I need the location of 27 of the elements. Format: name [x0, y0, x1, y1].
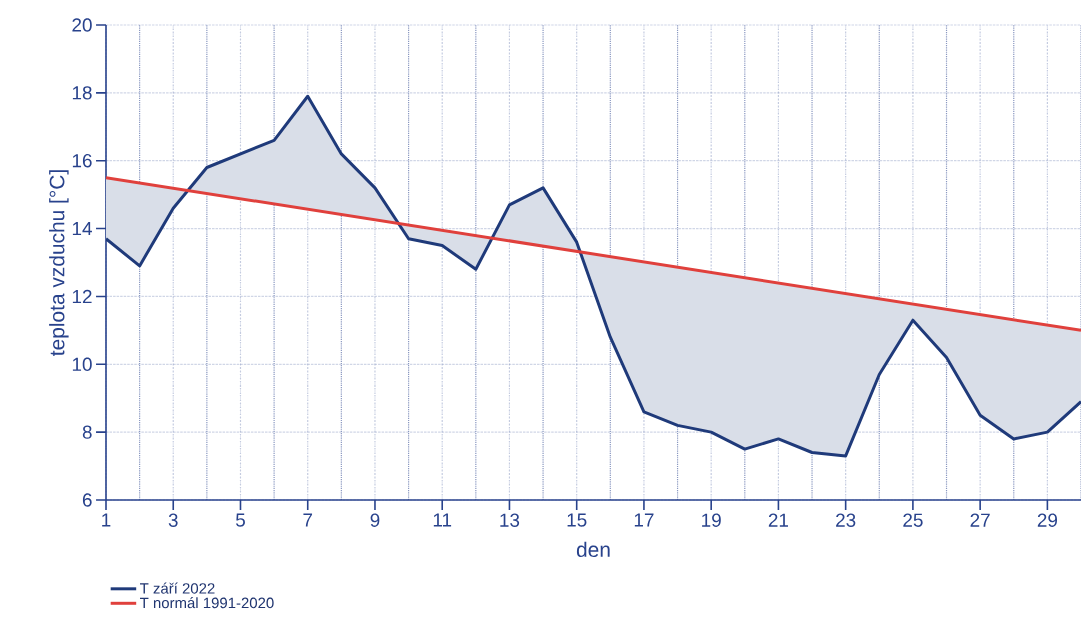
x-tick-label: 27	[970, 513, 990, 527]
x-tick-label: 9	[370, 513, 380, 527]
y-tick-label: 20	[72, 18, 92, 32]
y-tick-label: 14	[72, 222, 92, 236]
x-tick-label: 29	[1037, 513, 1058, 527]
x-tick-label: 15	[567, 513, 587, 527]
x-tick-label: 7	[303, 513, 313, 527]
x-tick-label: 25	[903, 513, 923, 527]
y-axis-title: teplota vzduchu [°C]	[49, 170, 69, 356]
x-tick-label: 17	[634, 513, 654, 527]
y-tick-label: 16	[72, 154, 92, 168]
x-tick-label: 3	[168, 513, 178, 527]
x-axis-title: den	[576, 541, 610, 558]
legend-label: T normál 1991-2020	[140, 597, 274, 609]
x-tick-label: 5	[235, 513, 245, 527]
x-tick-label: 13	[500, 513, 520, 527]
x-tick-label: 11	[433, 513, 452, 527]
y-tick-label: 8	[82, 425, 92, 439]
legend-label: T září 2022	[140, 582, 215, 594]
x-tick-label: 19	[702, 513, 721, 527]
y-tick-label: 10	[72, 357, 92, 371]
y-tick-label: 12	[72, 289, 92, 304]
x-tick-label: 23	[836, 513, 856, 527]
x-tick-label: 21	[768, 513, 789, 527]
y-tick-label: 6	[82, 493, 92, 507]
y-tick-label: 18	[72, 86, 92, 100]
x-tick-label: 1	[102, 513, 111, 527]
